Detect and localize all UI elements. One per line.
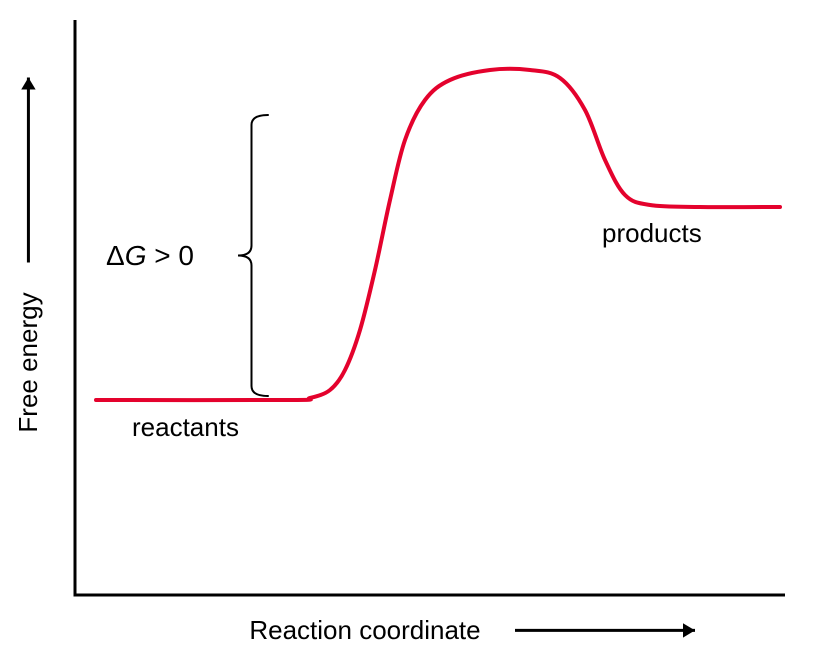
svg-text:Reaction coordinate: Reaction coordinate: [249, 615, 480, 645]
reactants-label: reactants: [132, 412, 239, 443]
energy-diagram: Reaction coordinate Free energy: [0, 0, 824, 654]
svg-text:Free energy: Free energy: [13, 292, 43, 432]
products-label: products: [602, 218, 702, 249]
delta-g-label: ΔG > 0: [106, 240, 194, 272]
